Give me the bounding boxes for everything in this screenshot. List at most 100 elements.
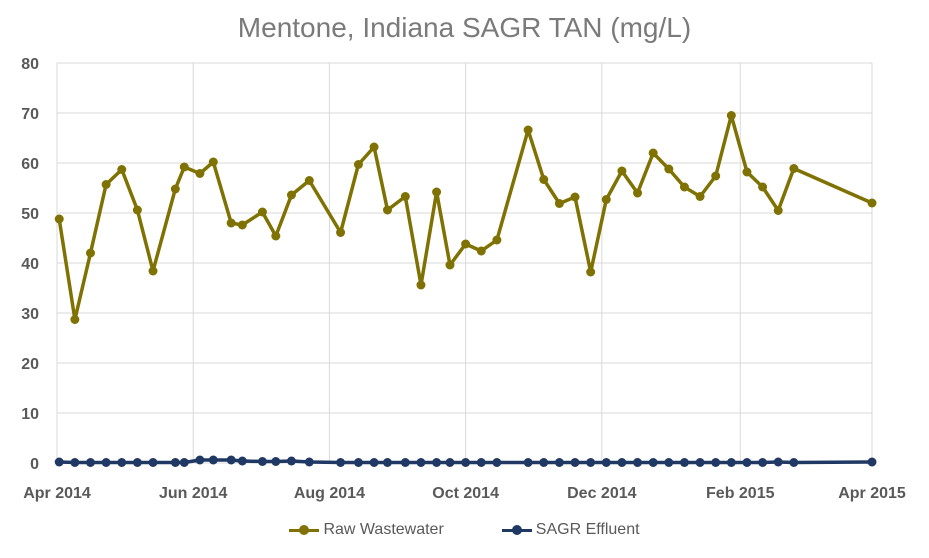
y-tick-label: 10 [21,406,39,423]
data-point [695,192,705,201]
data-point [742,458,752,467]
data-point [382,458,392,467]
data-point [353,458,363,467]
data-point [286,190,296,200]
legend-item-sagr-effluent: SAGR Effluent [501,521,640,539]
data-point [461,458,471,467]
data-point [117,165,127,174]
data-point [179,162,189,172]
x-tick-label: Feb 2015 [706,485,775,502]
data-point [400,458,410,467]
data-point [226,218,236,228]
legend-item-raw-wastewater: Raw Wastewater [289,521,444,539]
y-tick-label: 70 [21,106,39,123]
plot-area: 0 10 20 30 40 50 60 70 80 Apr 2014 Jun 2014 Aug 20… [21,56,906,502]
data-point [633,458,643,467]
y-tick-label: 40 [21,256,39,273]
data-point [570,458,580,467]
data-point [601,195,611,204]
data-point [132,458,142,467]
data-point [586,458,596,467]
data-point [237,456,247,466]
data-point [554,458,564,467]
data-point [416,280,426,290]
data-point [369,458,379,467]
data-point [353,160,363,169]
data-point [54,214,64,224]
data-point [742,167,752,177]
y-axis-ticks: 0 10 20 30 40 50 60 70 80 [21,56,39,473]
x-tick-label: Apr 2015 [838,485,906,502]
data-point [304,176,314,185]
data-point [695,458,705,467]
data-point [336,228,346,237]
series-layer [54,111,877,467]
legend-swatch-sagr-effluent [501,524,532,536]
data-point [461,239,471,249]
legend: Raw Wastewater SAGR Effluent [0,521,929,539]
data-point [664,458,674,467]
y-tick-label: 50 [21,206,39,223]
y-tick-label: 0 [30,456,39,473]
data-point [271,457,281,466]
data-point [369,142,379,152]
data-point [570,192,580,202]
y-tick-label: 20 [21,356,39,373]
data-point [773,206,783,215]
legend-swatch-raw-wastewater [289,524,320,536]
data-point [304,457,314,467]
data-point [711,171,721,181]
data-point [336,458,346,467]
data-point [85,458,95,467]
data-point [85,248,95,258]
chart-title: Mentone, Indiana SAGR TAN (mg/L) [237,12,692,43]
x-axis-ticks: Apr 2014 Jun 2014 Aug 2014 Oct 2014 Dec 2014… [23,485,906,502]
data-point [132,205,142,215]
data-point [445,458,455,467]
x-tick-label: Dec 2014 [567,485,636,502]
data-point [554,199,564,208]
data-point [523,125,533,135]
data-point [432,187,442,197]
data-point [476,458,486,467]
data-point [586,267,596,277]
data-point [257,457,267,466]
x-tick-label: Oct 2014 [432,485,499,502]
data-point [54,457,64,467]
data-point [148,458,158,467]
data-point [789,164,799,173]
data-point [617,166,627,176]
data-point [101,458,111,467]
data-point [257,207,267,217]
data-point [400,192,410,201]
y-tick-label: 80 [21,56,39,73]
gridlines [56,62,873,464]
data-point [271,231,281,241]
data-point [711,458,721,467]
data-point [492,458,502,467]
data-point [445,260,455,270]
data-point [148,266,158,276]
data-point [476,246,486,256]
data-point [726,458,736,467]
y-tick-label: 60 [21,156,39,173]
data-point [867,457,877,467]
series-0 [54,111,877,324]
data-point [70,315,80,324]
data-point [758,458,768,467]
data-point [286,456,296,466]
data-point [539,458,549,467]
legend-label: Raw Wastewater [323,521,444,538]
y-tick-label: 30 [21,306,39,323]
data-point [101,180,111,189]
data-point [523,458,533,467]
data-point [679,182,689,192]
data-point [617,458,627,467]
data-point [208,157,218,167]
data-point [601,458,611,467]
x-tick-label: Apr 2014 [23,485,91,502]
data-point [382,205,392,215]
data-point [789,458,799,467]
legend-label: SAGR Effluent [535,521,640,538]
data-point [773,457,783,467]
